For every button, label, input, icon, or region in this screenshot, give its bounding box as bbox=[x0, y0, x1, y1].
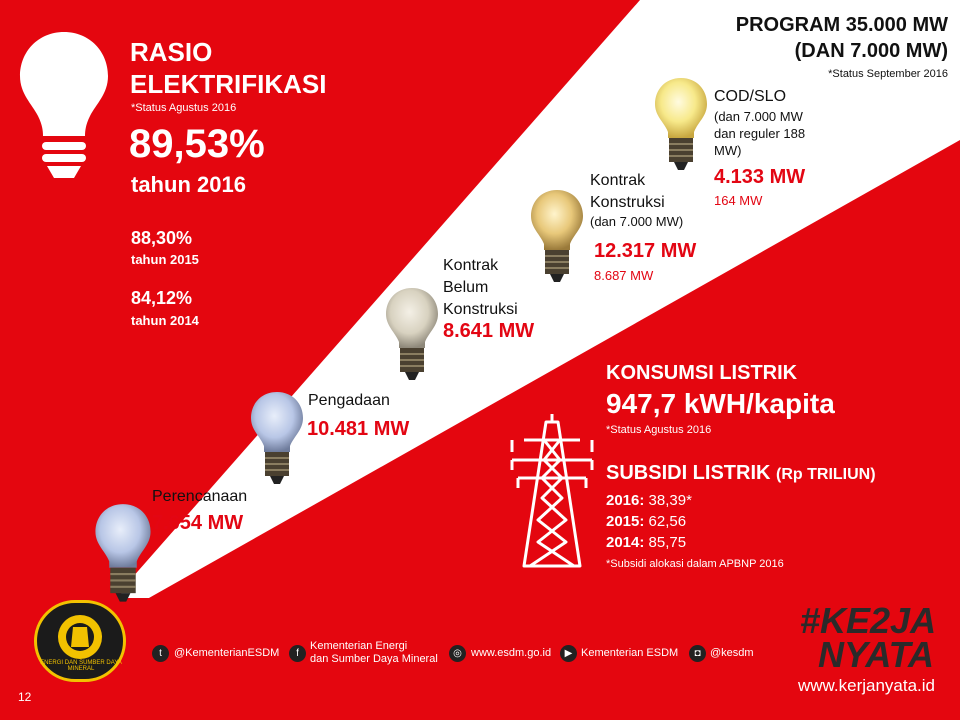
subsidi-title: SUBSIDI LISTRIK (Rp TRILIUN) bbox=[606, 462, 876, 484]
page-number: 12 bbox=[18, 690, 32, 704]
rasio-label-2016: tahun 2016 bbox=[131, 172, 246, 197]
subsidi-row: 2015: 62,56 bbox=[606, 513, 687, 530]
subsidi-row: 2014: 85,75 bbox=[606, 534, 687, 551]
rasio-label-2014: tahun 2014 bbox=[131, 313, 199, 328]
perencanaan-value: 7.654 MW bbox=[152, 512, 244, 534]
esdm-logo bbox=[34, 600, 126, 682]
esdm-logo-text: ENERGI DAN SUMBER DAYA MINERAL bbox=[40, 660, 122, 672]
facebook-icon[interactable]: f bbox=[289, 645, 306, 662]
belum-label: Kontrak Belum Konstruksi bbox=[443, 257, 518, 318]
footer-facebook[interactable]: Kementerian Energi dan Sumber Daya Miner… bbox=[310, 640, 438, 665]
program-title: PROGRAM 35.000 MW (DAN 7.000 MW) bbox=[735, 14, 948, 62]
footer-youtube[interactable]: Kementerian ESDM bbox=[581, 647, 679, 659]
rasio-value-2015: 88,30% bbox=[131, 228, 193, 248]
konsumsi-status-note: *Status Agustus 2016 bbox=[606, 424, 712, 436]
bulb-cod-icon bbox=[655, 78, 707, 170]
kontrak-sublabel: (dan 7.000 MW) bbox=[590, 214, 684, 229]
instagram-icon[interactable]: ◘ bbox=[689, 645, 706, 662]
diagonal-band bbox=[95, 0, 960, 620]
konsumsi-value: 947,7 kWH/kapita bbox=[606, 388, 835, 419]
bulb-belum-icon bbox=[386, 288, 438, 380]
konsumsi-title: KONSUMSI LISTRIK bbox=[606, 362, 798, 384]
footer-website[interactable]: www.esdm.go.id bbox=[471, 647, 552, 659]
footer-instagram[interactable]: @kesdm bbox=[710, 647, 754, 659]
subsidi-rows: 2016: 38,39* 2015: 62,56 2014: 85,75 bbox=[606, 490, 692, 553]
footer-twitter[interactable]: @KementerianESDM bbox=[174, 647, 280, 659]
subsidi-note: *Subsidi alokasi dalam APBNP 2016 bbox=[606, 558, 784, 570]
bulb-kontrak-icon bbox=[531, 190, 583, 282]
lightbulb-icon bbox=[20, 32, 108, 178]
kontrak-label: Kontrak Konstruksi bbox=[590, 172, 665, 211]
rasio-title: RASIO ELEKTRIFIKASI bbox=[130, 37, 327, 99]
bulb-perencanaan-icon bbox=[95, 504, 151, 602]
bulb-pengadaan-icon bbox=[251, 392, 303, 484]
cod-label: COD/SLO bbox=[714, 88, 787, 105]
program-status-note: *Status September 2016 bbox=[828, 68, 948, 80]
cod-sublabel: (dan 7.000 MW dan reguler 188 MW) bbox=[714, 109, 806, 158]
rasio-value-2014: 84,12% bbox=[131, 288, 193, 308]
cod-value: 4.133 MW bbox=[714, 166, 806, 188]
cod-sub-value: 164 MW bbox=[714, 193, 763, 208]
kontrak-value: 12.317 MW bbox=[594, 240, 697, 262]
twitter-icon[interactable]: t bbox=[152, 645, 169, 662]
rasio-status-note: *Status Agustus 2016 bbox=[131, 102, 237, 114]
campaign-logo: #KE2JA NYATA bbox=[800, 600, 937, 675]
rasio-value-2016: 89,53% bbox=[129, 122, 265, 166]
pengadaan-value: 10.481 MW bbox=[307, 418, 410, 440]
belum-value: 8.641 MW bbox=[443, 320, 535, 342]
campaign-url[interactable]: www.kerjanyata.id bbox=[798, 676, 936, 695]
globe-icon[interactable]: ◎ bbox=[449, 645, 466, 662]
subsidi-row: 2016: 38,39* bbox=[606, 492, 692, 509]
rasio-label-2015: tahun 2015 bbox=[131, 252, 199, 267]
youtube-icon[interactable]: ▶ bbox=[560, 645, 577, 662]
pengadaan-label: Pengadaan bbox=[308, 392, 390, 409]
tower-icon bbox=[510, 414, 594, 568]
kontrak-sub-value: 8.687 MW bbox=[594, 268, 654, 283]
perencanaan-label: Perencanaan bbox=[152, 488, 248, 505]
